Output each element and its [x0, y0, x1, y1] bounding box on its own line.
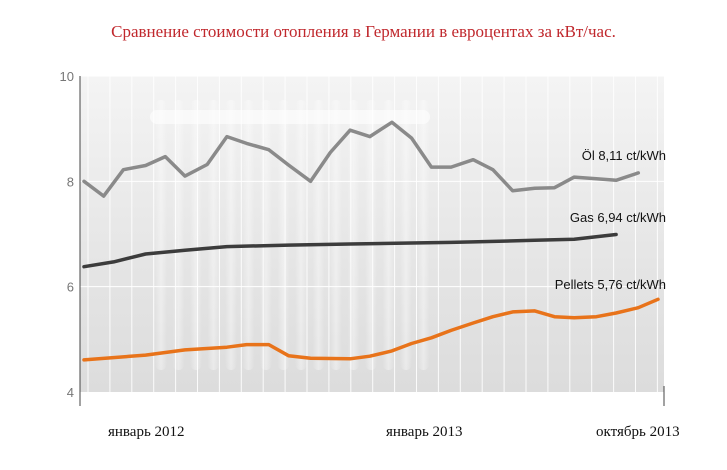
radiator-fin — [312, 100, 325, 370]
series-label-öl: Öl 8,11 ct/kWh — [582, 148, 666, 163]
x-tick-label: январь 2012 — [108, 424, 185, 440]
y-tick-label: 4 — [67, 385, 74, 400]
radiator-fin — [330, 100, 342, 370]
radiator-fin — [295, 100, 307, 370]
radiator-fin — [172, 100, 185, 370]
series-line-gas — [82, 232, 618, 269]
radiator-fin — [260, 100, 272, 370]
radiator-fin — [190, 100, 202, 370]
series-labels: Öl 8,11 ct/kWh Gas 6,94 ct/kWh Pellets 5,7… — [555, 148, 666, 292]
radiator-fin — [207, 100, 220, 370]
series-line-pellets — [82, 297, 660, 362]
radiator-fin — [400, 100, 412, 370]
x-tick-label: октябрь 2013 — [596, 424, 680, 440]
radiator-fin — [155, 100, 167, 370]
x-axis-ticks: январь 2012 январь 2013 октябрь 2013 — [108, 424, 680, 440]
radiator-pipe — [150, 110, 430, 124]
y-tick-label: 8 — [67, 174, 74, 189]
radiator-fin — [382, 100, 395, 370]
series-line-öl — [82, 120, 641, 198]
axes — [79, 76, 665, 406]
y-tick-label: 10 — [60, 69, 74, 84]
radiator-fin — [365, 100, 377, 370]
series-label-pellets: Pellets 5,76 ct/kWh — [555, 277, 666, 292]
series-lines — [82, 120, 660, 362]
radiator-fin — [242, 100, 255, 370]
radiator-fin — [417, 100, 430, 370]
y-axis-ticks: 10 8 6 4 — [60, 69, 74, 400]
radiator-fin — [225, 100, 237, 370]
series-label-gas: Gas 6,94 ct/kWh — [570, 210, 666, 225]
radiator-fin — [347, 100, 360, 370]
grid-lines — [80, 75, 680, 392]
chart-title: Сравнение стоимости отопления в Германии… — [111, 22, 616, 41]
radiator-fin — [277, 100, 290, 370]
y-tick-label: 6 — [67, 280, 74, 295]
x-tick-label: январь 2013 — [386, 424, 463, 440]
